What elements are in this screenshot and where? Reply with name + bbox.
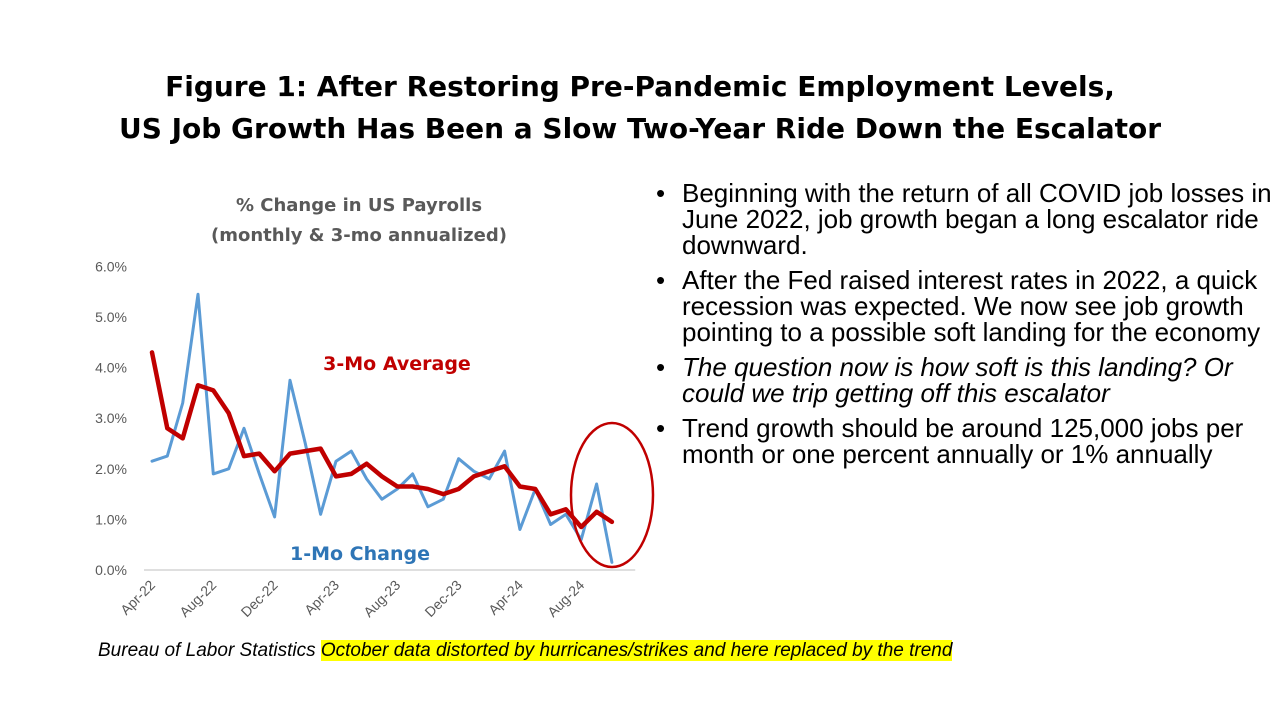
bullet-list: • Beginning with the return of all COVID …	[656, 180, 1276, 476]
slide-title-line-2: US Job Growth Has Been a Slow Two-Year R…	[118, 112, 1162, 145]
y-tick-label: 3.0%	[95, 410, 127, 426]
x-tick-label: Apr-24	[485, 577, 526, 618]
y-tick-label: 5.0%	[95, 309, 127, 325]
bullet-item: • Beginning with the return of all COVID …	[656, 180, 1276, 258]
slide-title-line-1: Figure 1: After Restoring Pre-Pandemic E…	[165, 70, 1115, 103]
slide-title: Figure 1: After Restoring Pre-Pandemic E…	[0, 66, 1280, 150]
series-line-3-mo-average	[149, 350, 615, 530]
x-tick-label: Apr-22	[117, 577, 158, 618]
bullet-text: Trend growth should be around 125,000 jo…	[682, 413, 1244, 469]
x-tick-label: Aug-23	[360, 577, 403, 620]
bullet-dot-icon: •	[656, 352, 666, 382]
source-text: Bureau of Labor Statistics	[98, 640, 321, 661]
source-highlight: October data distorted by hurricanes/str…	[320, 640, 953, 661]
payrolls-chart: % Change in US Payrolls (monthly & 3-mo …	[95, 195, 655, 620]
series-line-1-mo-change	[150, 292, 614, 564]
y-tick-label: 0.0%	[95, 562, 127, 578]
bullet-text: The question now is how soft is this lan…	[682, 352, 1233, 408]
y-tick-label: 1.0%	[95, 511, 127, 527]
x-axis-ticks: Apr-22 Aug-22 Dec-22 Apr-23 Aug-23 Dec-23 Apr-…	[117, 577, 587, 620]
bullet-item: • Trend growth should be around 125,000 j…	[656, 415, 1276, 467]
bullet-item: • After the Fed raised interest rates in …	[656, 267, 1276, 345]
x-tick-label: Aug-24	[544, 577, 587, 620]
y-tick-label: 4.0%	[95, 360, 127, 376]
y-tick-label: 2.0%	[95, 461, 127, 477]
x-tick-label: Dec-23	[421, 577, 464, 620]
series-layer	[149, 292, 615, 564]
bullet-text: After the Fed raised interest rates in 2…	[682, 265, 1261, 347]
x-tick-label: Dec-22	[238, 577, 281, 620]
chart-subtitle: (monthly & 3-mo annualized)	[211, 225, 507, 246]
series-label-3-mo-average: 3-Mo Average	[323, 353, 471, 375]
bullet-dot-icon: •	[656, 413, 666, 443]
highlight-ellipse	[569, 421, 655, 569]
bullet-text: Beginning with the return of all COVID j…	[682, 178, 1272, 260]
source-note: Bureau of Labor Statistics October data …	[98, 639, 953, 663]
y-axis-ticks: 0.0% 1.0% 2.0% 3.0% 4.0% 5.0% 6.0%	[95, 258, 127, 578]
bullet-item: • The question now is how soft is this la…	[656, 354, 1276, 406]
x-tick-label: Aug-22	[176, 577, 219, 620]
bullet-dot-icon: •	[656, 178, 666, 208]
bullet-dot-icon: •	[656, 265, 666, 295]
series-label-1-mo-change: 1-Mo Change	[290, 543, 430, 565]
y-tick-label: 6.0%	[95, 258, 127, 274]
chart-title: % Change in US Payrolls	[236, 195, 482, 216]
x-tick-label: Apr-23	[301, 577, 342, 618]
